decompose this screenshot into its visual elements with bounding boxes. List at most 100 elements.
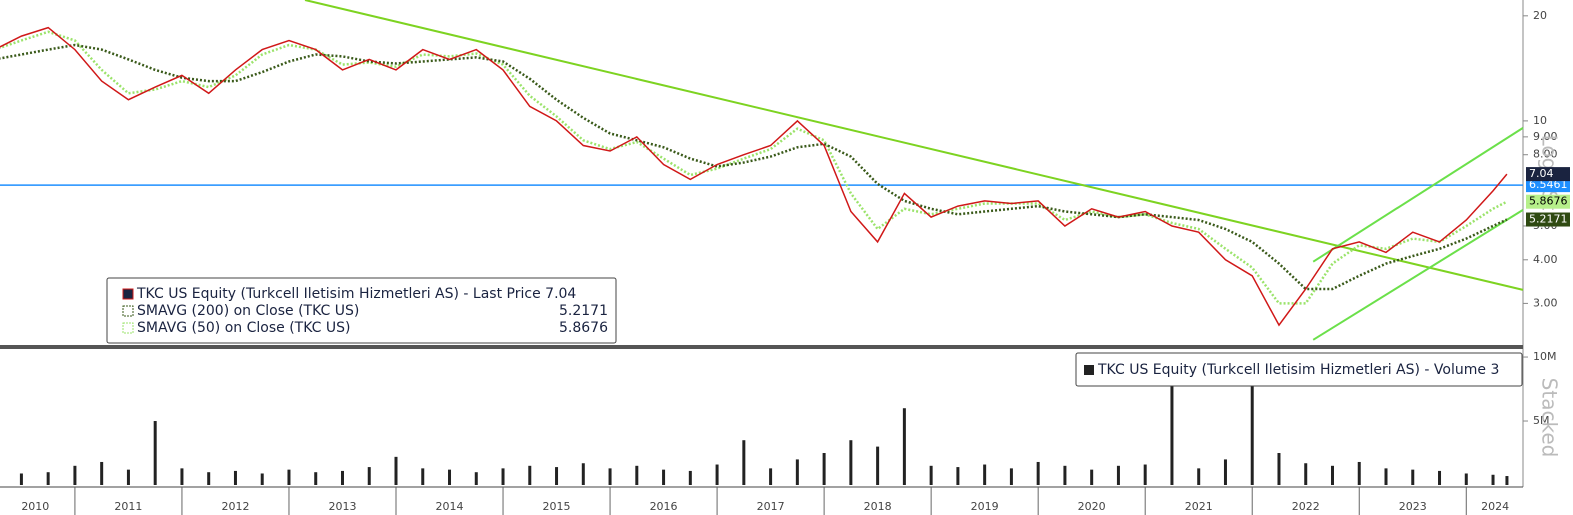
volume-bar — [1170, 376, 1174, 485]
volume-bar — [1143, 464, 1147, 485]
volume-bar — [1491, 474, 1495, 485]
volume-bar — [1357, 461, 1361, 485]
volume-bar — [1384, 468, 1388, 485]
y-axis-label: Stacked — [1538, 378, 1562, 458]
x-tick-label: 2023 — [1399, 500, 1427, 513]
x-tick-label: 2011 — [114, 500, 142, 513]
volume-bar — [795, 459, 799, 485]
legend-swatch — [122, 305, 134, 317]
volume-bar — [608, 468, 612, 485]
x-tick-label: 2010 — [21, 500, 49, 513]
y-tick-label: 20 — [1533, 9, 1547, 22]
legend-label: TKC US Equity (Turkcell Iletisim Hizmetl… — [1097, 362, 1499, 378]
volume-bar — [421, 468, 425, 485]
legend-label: TKC US Equity (Turkcell Iletisim Hizmetl… — [136, 286, 576, 302]
volume-bar — [1197, 468, 1201, 485]
trend-line — [304, 0, 1524, 291]
value-tag-label: 7.04 — [1529, 167, 1554, 180]
volume-bar — [448, 469, 452, 485]
y-tick-label: 8.00 — [1533, 148, 1558, 161]
volume-bar — [1223, 459, 1227, 485]
volume-bar — [822, 453, 826, 485]
value-tag-label: 6.5461 — [1529, 178, 1568, 191]
volume-bar — [528, 465, 532, 485]
volume-bar — [1250, 382, 1254, 485]
volume-bar — [581, 463, 585, 485]
volume-bar — [314, 472, 318, 485]
volume-bar — [100, 461, 104, 485]
trend-line — [1312, 209, 1524, 341]
x-tick-label: 2012 — [221, 500, 249, 513]
volume-bar — [73, 465, 77, 485]
legend-swatch — [122, 322, 134, 334]
volume-bar — [153, 421, 157, 485]
volume-bar — [1330, 465, 1334, 485]
volume-bar — [1304, 463, 1308, 485]
volume-bar — [849, 440, 853, 485]
x-tick-label: 2021 — [1185, 500, 1213, 513]
value-tag — [1526, 167, 1570, 182]
volume-bar — [983, 464, 987, 485]
volume-bar — [635, 465, 639, 485]
volume-bar — [662, 469, 666, 485]
volume-bar — [876, 446, 880, 485]
volume-bar — [769, 468, 773, 485]
volume-bar — [1505, 476, 1509, 485]
legend-swatch — [122, 288, 134, 300]
volume-bar — [902, 408, 906, 485]
x-tick-label: 2018 — [864, 500, 892, 513]
legend-swatch — [1084, 365, 1094, 375]
volume-bar — [1009, 468, 1013, 485]
trend-line — [1312, 127, 1524, 263]
y-tick-label: 10M — [1533, 350, 1557, 363]
legend-box — [106, 277, 617, 344]
volume-bar — [474, 472, 478, 485]
volume-bar — [1277, 453, 1281, 485]
volume-bar — [340, 470, 344, 485]
x-tick-label: 2024 — [1481, 500, 1509, 513]
legend: TKC US Equity (Turkcell Iletisim Hizmetl… — [106, 277, 617, 344]
volume-bar — [501, 468, 505, 485]
volume-bar — [126, 469, 130, 485]
x-tick-label: 2022 — [1292, 500, 1320, 513]
volume-bar — [1090, 469, 1094, 485]
value-tag — [1526, 178, 1570, 193]
volume-bar — [180, 468, 184, 485]
x-tick-label: 2013 — [328, 500, 356, 513]
volume-bar — [1063, 465, 1067, 485]
volume-bar — [956, 467, 960, 485]
value-tag-label: 5.2171 — [1529, 213, 1568, 226]
x-tick-label: 2016 — [650, 500, 678, 513]
y-tick-label: 9.00 — [1533, 130, 1558, 143]
volume-bar — [207, 472, 211, 485]
volume-bar — [19, 473, 23, 485]
volume-bar — [1464, 473, 1468, 485]
x-tick-label: 2015 — [543, 500, 571, 513]
volume-bar — [1438, 470, 1442, 485]
volume-bar — [715, 464, 719, 485]
volume-bar — [1411, 469, 1415, 485]
series-line — [0, 26, 1508, 327]
legend-value: 7.04 — [545, 286, 576, 302]
panel-divider — [0, 345, 1523, 349]
legend-label: SMAVG (50) on Close (TKC US) — [137, 320, 350, 336]
y-tick-label: 10 — [1533, 114, 1547, 127]
legend-box — [1075, 352, 1523, 387]
legend-value: 5.8676 — [559, 320, 608, 336]
volume-bar — [688, 470, 692, 485]
volume-bar — [929, 465, 933, 485]
volume-bar — [367, 467, 371, 485]
x-tick-label: 2017 — [757, 500, 785, 513]
y-tick-label: 3.00 — [1533, 296, 1558, 309]
y-tick-label: 5M — [1533, 414, 1550, 427]
value-tag — [1526, 212, 1570, 227]
series-line — [0, 30, 1508, 305]
volume-bar — [1116, 465, 1120, 485]
volume-bar — [233, 470, 237, 485]
volume-bar — [742, 440, 746, 485]
volume-bar — [260, 473, 264, 485]
volume-bar — [394, 456, 398, 485]
volume-bar — [46, 472, 50, 485]
